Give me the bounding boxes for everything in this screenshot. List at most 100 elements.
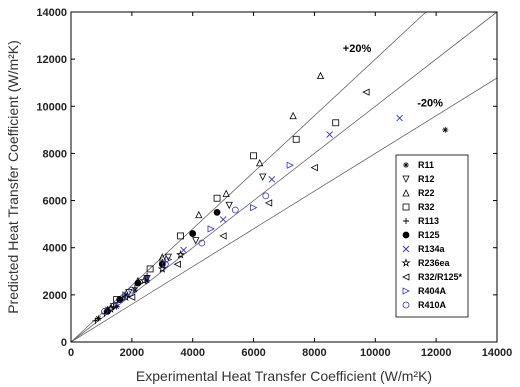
point-2-4 [256,158,264,167]
point-9-4 [286,161,294,169]
legend-label-10: R410A [418,300,447,310]
point-5-1 [116,296,124,303]
point-6-5 [326,131,333,138]
point-5-4 [189,230,197,237]
annotation-2: -20% [417,97,443,109]
x-tick-label-7: 14000 [482,347,513,359]
x-tick-label-0: 0 [68,347,74,359]
legend-label-2: R22 [418,188,435,198]
point-10-5 [262,192,270,200]
point-10-4 [231,206,239,214]
legend-marker-7 [401,258,411,267]
point-9-3 [250,203,258,212]
data-points [92,71,449,324]
y-tick-label-1: 2000 [43,290,67,302]
point-6-4 [268,176,276,183]
point-6-3 [219,216,227,223]
point-3-6 [332,119,340,127]
legend-marker-10 [402,301,410,309]
legend-label-0: R11 [418,160,434,170]
point-7-4 [175,250,186,259]
point-10-3 [198,239,206,247]
legend-label-6: R134a [418,244,446,254]
point-8-5 [362,88,370,96]
point-7-1 [121,292,131,302]
legend-marker-0 [403,162,409,168]
point-7-2 [139,275,149,285]
legend: R11 R12 R22 R32 R113 R125 R134a R236ea R32/R125*… [395,154,469,318]
y-tick-label-3: 6000 [43,196,67,208]
legend-marker-1 [402,175,410,183]
point-6-0 [113,300,120,308]
point-7-3 [157,264,167,273]
point-1-4 [192,237,200,245]
y-tick-label-4: 8000 [43,148,67,160]
legend-marker-5 [402,231,410,239]
point-9-1 [164,255,173,264]
x-tick-label-2: 4000 [180,347,204,359]
point-2-3 [222,189,230,197]
x-axis-label: Experimental Heat Transfer Coefficient (… [136,368,432,384]
point-9-2 [207,225,215,233]
y-tick-label-7: 14000 [36,7,67,19]
reference-line-1 [70,11,427,343]
axis-ticks: 0 2000 4000 6000 8000 10000 12000 14000 0 2000 400… [36,7,512,359]
legend-label-8: R32/R125* [418,272,463,282]
legend-label-7: R236ea [418,258,451,268]
point-3-3 [213,194,221,202]
point-4-0 [92,317,99,324]
legend-marker-2 [402,189,410,197]
legend-marker-6 [402,245,410,253]
point-8-4 [310,163,318,172]
y-tick-label-2: 4000 [43,243,67,255]
point-6-1 [143,275,151,282]
legend-marker-8 [402,273,410,281]
reference-line-0 [70,11,498,343]
point-10-0 [101,307,108,315]
point-1-5 [225,201,233,210]
y-tick-label-5: 10000 [36,101,67,113]
x-tick-label-6: 12000 [421,347,452,359]
legend-marker-3 [402,203,410,211]
x-tick-label-1: 2000 [120,347,144,359]
point-3-4 [250,152,257,160]
point-2-5 [289,111,297,120]
x-tick-label-5: 10000 [360,347,391,359]
reference-lines [70,11,498,343]
point-6-6 [396,114,403,122]
point-4-2 [110,303,117,310]
legend-label-3: R32 [418,202,435,212]
legend-marker-9 [402,287,410,295]
annotation-1: +20% [343,43,372,55]
y-tick-label-0: 0 [61,337,67,349]
point-2-2 [195,210,203,219]
point-0-0 [95,315,102,322]
point-0-2 [113,303,120,310]
point-8-1 [173,260,181,268]
point-10-2 [161,260,169,268]
plot-frame [70,11,498,343]
y-axis-label: Predicted Heat Transfer Coefficient (W/m… [5,40,21,314]
reference-line-2 [70,77,498,343]
point-10-1 [128,286,136,294]
point-7-0 [106,304,116,313]
point-3-1 [146,265,154,273]
legend-label-5: R125 [418,230,440,240]
legend-label-4: R113 [418,216,439,226]
x-tick-label-3: 6000 [241,347,265,359]
line-annotations: +20% -20% [343,43,443,109]
point-8-0 [127,293,136,301]
legend-label-1: R12 [418,174,435,184]
legend-marker-4 [403,218,409,224]
point-5-2 [134,279,142,287]
point-3-2 [177,232,184,240]
point-6-2 [180,246,187,254]
point-3-5 [292,135,300,143]
point-0-6 [442,126,449,133]
point-8-3 [264,199,273,207]
y-tick-label-6: 12000 [36,54,67,66]
point-1-6 [259,173,267,181]
point-5-5 [213,208,221,216]
point-8-2 [219,232,227,240]
